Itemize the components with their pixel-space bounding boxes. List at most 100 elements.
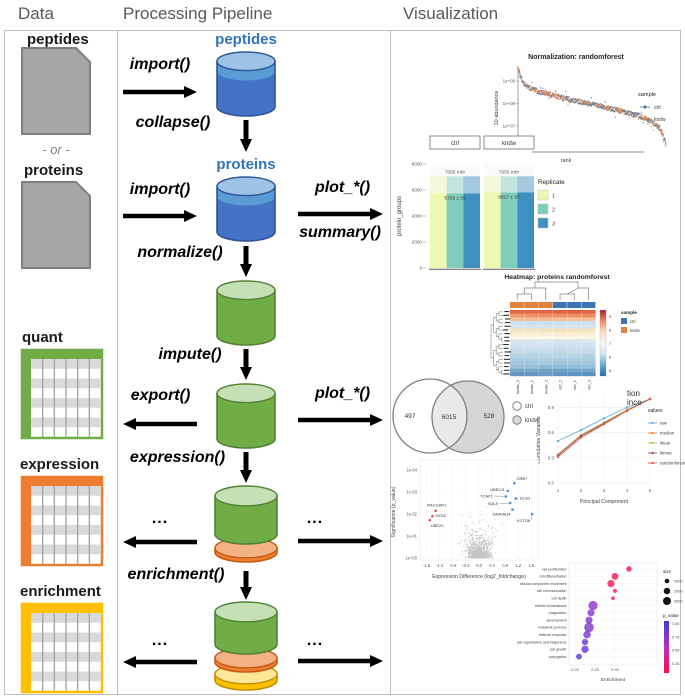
svg-text:1e+00: 1e+00 (405, 556, 417, 561)
svg-text:7: 7 (609, 341, 612, 346)
divider-data-pipeline (117, 30, 118, 695)
svg-text:conjugation: conjugation (549, 655, 567, 659)
svg-text:randomforest: randomforest (660, 461, 685, 466)
svg-text:p_value: p_value (663, 613, 679, 618)
svg-text:median: median (660, 431, 675, 436)
cropped-text-line-2: ince (627, 398, 642, 407)
svg-text:497: 497 (405, 413, 416, 420)
label-quant-table: quant (22, 329, 63, 346)
svg-text:10 abundance: 10 abundance (494, 91, 500, 126)
chart-enrichment-dotplot: cell proliferation cell differentiation ce… (517, 555, 685, 697)
svg-text:9: 9 (609, 314, 612, 319)
svg-text:cell organization and biogenes: cell organization and biogenesis (517, 640, 567, 644)
divider-pipeline-viz (390, 30, 391, 695)
svg-text:values: values (648, 408, 663, 414)
svg-text:0.0: 0.0 (476, 563, 482, 568)
label-export: export() (130, 387, 191, 404)
svg-text:6015: 6015 (442, 414, 457, 421)
svg-text:cell death: cell death (552, 597, 567, 601)
label-or: - or - (42, 142, 70, 157)
svg-text:7055 mbr: 7055 mbr (499, 169, 520, 175)
column-header-pipeline: Processing Pipeline (123, 4, 273, 23)
svg-text:-0.8: -0.8 (449, 563, 457, 568)
svg-text:RACGAP1: RACGAP1 (427, 503, 447, 508)
svg-text:-1.2: -1.2 (436, 563, 444, 568)
svg-text:coagulation: coagulation (549, 611, 567, 615)
svg-text:ctrl: ctrl (451, 141, 459, 147)
svg-text:ctrl: ctrl (654, 105, 661, 111)
svg-text:kndw_3: kndw_3 (515, 379, 520, 394)
label-plot-star-1: plot_*() (314, 179, 371, 196)
svg-text:sample: sample (638, 92, 656, 98)
svg-text:2000: 2000 (674, 590, 682, 594)
label-dots-left-1: ... (151, 510, 169, 527)
svg-text:DNAJB14: DNAJB14 (493, 512, 511, 517)
label-proteins-file: proteins (24, 162, 84, 179)
chart-heatmap: Heatmap: proteins randomforest kndw_3 kndw… (453, 270, 683, 398)
svg-text:528: 528 (484, 413, 495, 420)
node-label-proteins: proteins (216, 156, 276, 173)
column-header-data: Data (18, 4, 54, 23)
svg-text:linear: linear (660, 441, 671, 446)
svg-text:cell proliferation: cell proliferation (542, 567, 567, 571)
svg-text:2: 2 (580, 488, 583, 493)
chart-volcano: 1e-04 1e-03 1e-02 1e-01 1e+00 -1.6 -1.2 -0.8 -0.… (388, 452, 550, 592)
svg-text:1e-02: 1e-02 (406, 512, 417, 517)
svg-text:rank: rank (561, 158, 572, 164)
label-impute: impute() (158, 346, 222, 363)
svg-text:0: 0 (419, 266, 422, 271)
svg-text:3: 3 (552, 222, 555, 228)
svg-text:defense response: defense response (539, 633, 567, 637)
svg-text:1e-04: 1e-04 (406, 468, 417, 473)
svg-text:0.3: 0.3 (548, 455, 555, 460)
svg-text:1e-03: 1e-03 (406, 490, 417, 495)
svg-text:4000: 4000 (412, 214, 423, 219)
svg-text:SQLE: SQLE (487, 501, 498, 506)
label-enrichment-table: enrichment (20, 583, 101, 600)
svg-text:UBE2C: UBE2C (431, 523, 444, 528)
label-dots-right-1: ... (306, 510, 324, 527)
svg-text:KCTD6: KCTD6 (517, 518, 531, 523)
heatmap-cells (510, 310, 596, 377)
svg-text:kndw_1: kndw_1 (529, 379, 534, 394)
column-header-visualization: Visualization (403, 4, 499, 23)
svg-text:cellular homeostasis: cellular homeostasis (535, 604, 567, 608)
svg-text:1.2: 1.2 (515, 563, 521, 568)
svg-text:5: 5 (649, 488, 652, 493)
svg-text:8000: 8000 (412, 162, 423, 167)
label-collapse: collapse() (135, 114, 211, 131)
volcano-cloud (457, 493, 503, 559)
svg-text:Expression Difference (log2_fo: Expression Difference (log2_foldchange) (432, 574, 526, 580)
svg-text:Replicate: Replicate (538, 179, 565, 186)
chart-venn: 497 6015 528 ctrl kndw (390, 354, 550, 466)
svg-text:development: development (546, 618, 566, 622)
row-dendrogram (490, 311, 503, 375)
svg-text:7055 mbr: 7055 mbr (445, 169, 466, 175)
chart-rank-abundance: Normalization: randomforest 1e+09 1e+08 1e+… (488, 46, 683, 171)
svg-text:UBE2J1: UBE2J1 (490, 487, 505, 492)
svg-text:metabolic process: metabolic process (538, 626, 566, 630)
svg-text:0.30: 0.30 (611, 667, 620, 672)
label-import-2: import() (129, 181, 191, 198)
label-expression: expression() (129, 449, 226, 466)
svg-text:1000: 1000 (674, 580, 682, 584)
svg-text:1e+08: 1e+08 (503, 101, 516, 106)
svg-text:Significance (p_value): Significance (p_value) (391, 486, 397, 537)
svg-text:5817 ± 37: 5817 ± 37 (498, 194, 520, 200)
svg-text:DLG3: DLG3 (520, 496, 531, 501)
svg-text:TCAF1: TCAF1 (480, 493, 493, 498)
cropped-text-line-1: tion (627, 389, 640, 398)
svg-text:kndw: kndw (654, 117, 666, 123)
svg-text:0.50: 0.50 (672, 649, 679, 653)
svg-text:5: 5 (609, 368, 612, 373)
svg-text:4: 4 (626, 488, 629, 493)
svg-text:kndw: kndw (502, 141, 517, 147)
label-import-1: import() (129, 56, 191, 73)
label-normalize: normalize() (137, 244, 223, 261)
svg-text:0.8: 0.8 (502, 563, 508, 568)
svg-text:1e-01: 1e-01 (406, 534, 417, 539)
label-expression-table: expression (20, 456, 100, 473)
chart-cumulative-variance: 0.0 0.3 0.6 0.9 1 2 3 4 5 Principal Component Cumu… (533, 380, 685, 510)
svg-text:1: 1 (552, 194, 555, 200)
svg-text:6: 6 (609, 355, 612, 360)
